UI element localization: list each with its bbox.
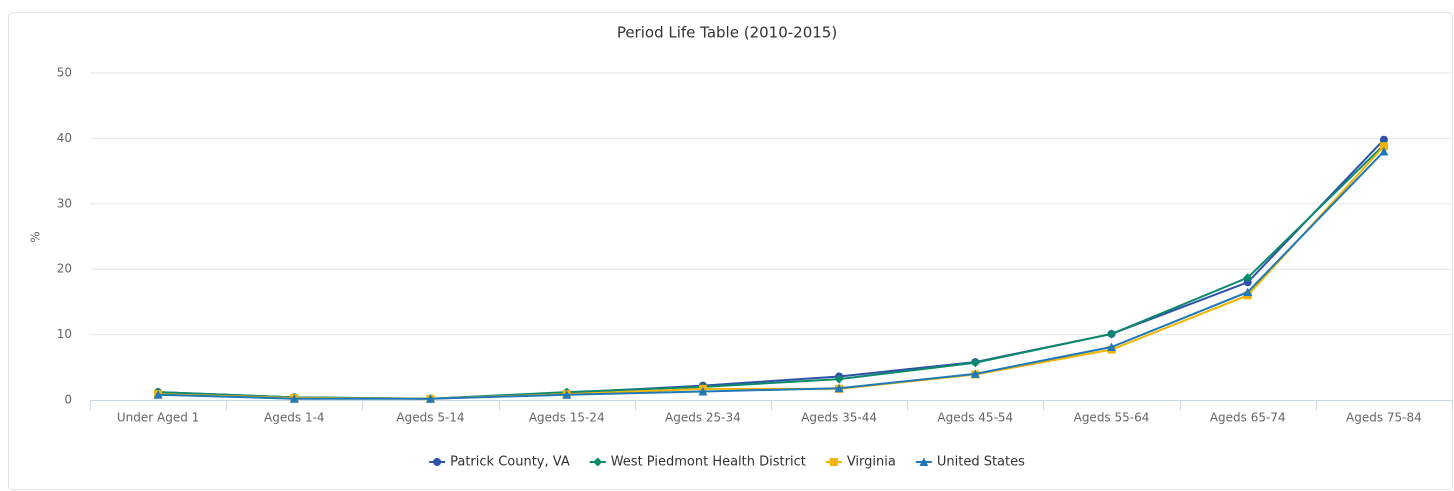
- marker: [829, 458, 838, 466]
- legend-item: United States: [915, 455, 1025, 470]
- x-tick-label: Ageds 1-4: [264, 411, 325, 425]
- marker: [433, 458, 442, 466]
- x-tick-label: Ageds 35-44: [801, 411, 877, 425]
- x-tick-label: Ageds 25-34: [665, 411, 741, 425]
- legend-item: Patrick County, VA: [429, 455, 570, 470]
- marker: [1379, 142, 1388, 151]
- y-tick-label: 50: [57, 66, 72, 80]
- marker: [698, 386, 708, 396]
- legend-item: Virginia: [825, 455, 896, 470]
- y-tick-label: 20: [57, 262, 72, 276]
- marker: [1379, 135, 1388, 144]
- series-line: [158, 150, 1385, 400]
- y-axis-label: %: [29, 231, 43, 242]
- marker: [593, 457, 603, 467]
- marker: [970, 369, 980, 378]
- x-tick-label: Ageds 65-74: [1210, 411, 1286, 425]
- legend-label: Patrick County, VA: [450, 455, 570, 470]
- y-tick-label: 40: [57, 131, 72, 145]
- x-tick-label: Ageds 45-54: [937, 411, 1013, 425]
- x-tick-label: Ageds 5-14: [396, 411, 464, 425]
- marker: [1379, 146, 1389, 156]
- marker: [919, 457, 929, 466]
- y-tick-label: 30: [57, 196, 72, 210]
- marker: [1243, 278, 1252, 287]
- x-tick-label: Ageds 55-64: [1074, 411, 1150, 425]
- marker: [153, 390, 163, 399]
- x-tick-label: Ageds 75-84: [1346, 411, 1422, 425]
- legend-label: Virginia: [847, 455, 896, 470]
- legend: Patrick County, VA West Piedmont Health D…: [429, 455, 1025, 470]
- marker: [970, 358, 980, 368]
- x-tick-label: Under Aged 1: [117, 411, 199, 425]
- marker: [834, 383, 844, 393]
- y-tick-label: 0: [64, 393, 72, 407]
- chart-title: Period Life Table (2010-2015): [617, 24, 837, 42]
- marker: [1107, 342, 1116, 352]
- marker: [1243, 287, 1253, 297]
- chart-frame: [8, 12, 1453, 490]
- marker: [289, 394, 299, 403]
- marker: [1107, 329, 1116, 339]
- marker: [1243, 273, 1253, 283]
- legend-label: West Piedmont Health District: [611, 455, 806, 470]
- marker: [562, 390, 572, 399]
- marker: [426, 394, 435, 403]
- legend-item: West Piedmont Health District: [589, 455, 806, 470]
- marker: [834, 374, 844, 384]
- legend-label: United States: [937, 455, 1025, 470]
- x-tick-label: Ageds 15-24: [529, 411, 605, 425]
- y-tick-label: 10: [57, 327, 72, 341]
